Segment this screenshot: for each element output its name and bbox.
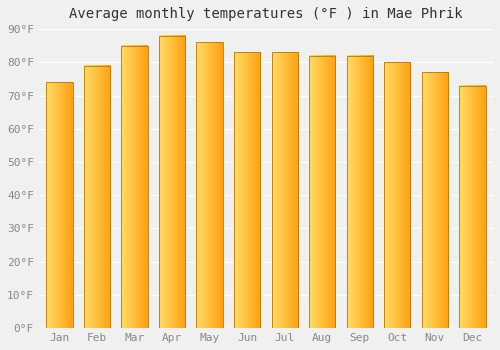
Bar — [384, 62, 410, 328]
Bar — [196, 42, 223, 328]
Bar — [84, 65, 110, 328]
Bar — [234, 52, 260, 328]
Bar — [309, 56, 336, 328]
Bar — [159, 36, 185, 328]
Bar — [422, 72, 448, 328]
Title: Average monthly temperatures (°F ) in Mae Phrik: Average monthly temperatures (°F ) in Ma… — [69, 7, 462, 21]
Bar — [46, 82, 72, 328]
Bar — [346, 56, 373, 328]
Bar — [460, 85, 485, 328]
Bar — [122, 46, 148, 328]
Bar — [272, 52, 298, 328]
